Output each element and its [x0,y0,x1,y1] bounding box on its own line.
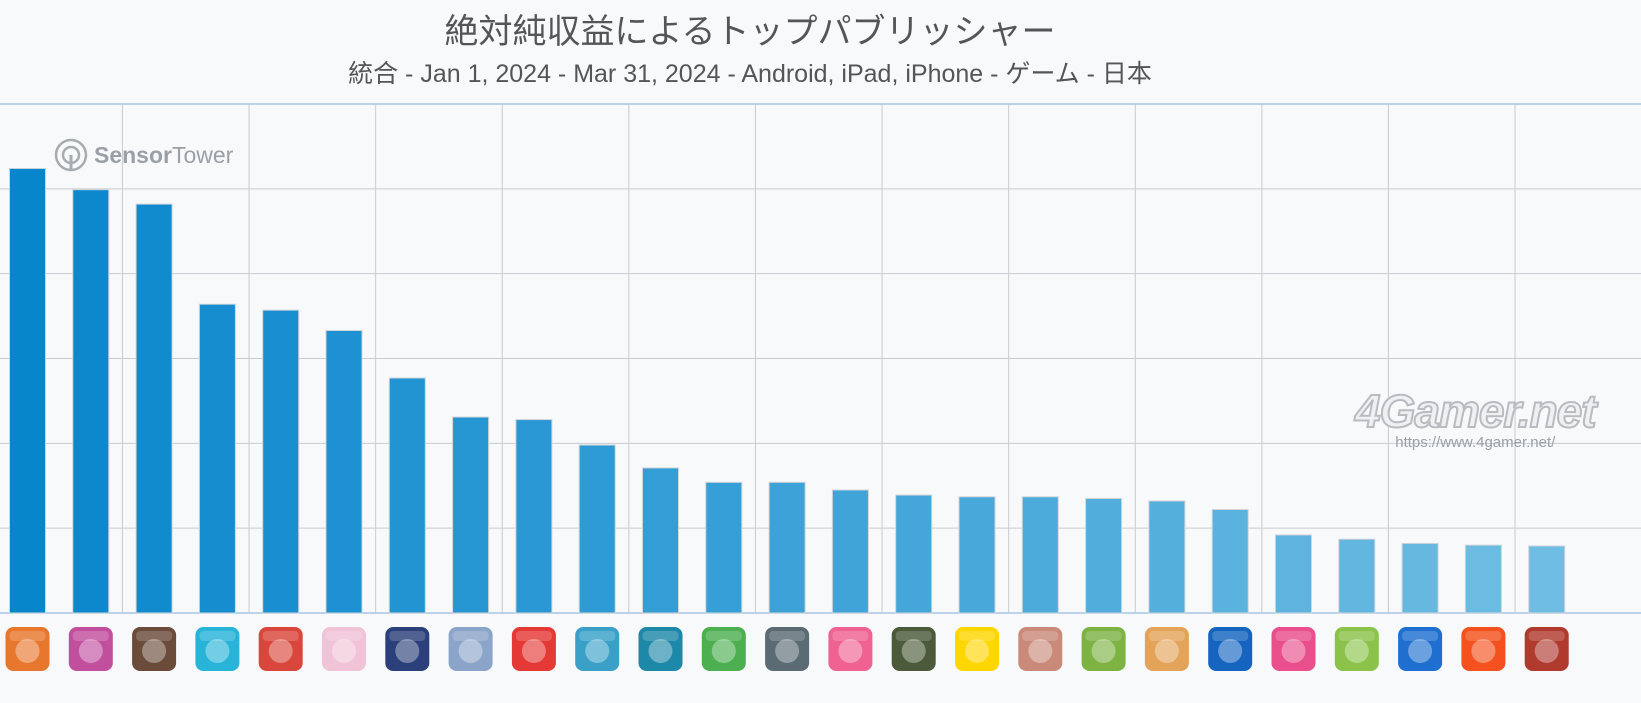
bar [705,481,743,614]
sensor-tower-watermark: SensorTower [54,138,233,172]
bar [262,309,300,614]
golf-icon [701,627,746,671]
dragon-ball-icon [5,627,50,671]
bar [198,303,236,614]
bar [1148,500,1186,614]
arcade-game-icon [955,627,999,671]
4gamer-url: https://www.4gamer.net/ [1395,434,1556,451]
red-character-icon [258,627,303,671]
bar [1401,542,1439,614]
bar [1528,545,1566,614]
bar [135,203,173,614]
4gamer-logo-text: 4Gamer.net [1354,384,1598,438]
line-character-icon [1081,627,1126,671]
fate-saber-icon [385,627,430,671]
puzzle-dragons-icon [575,627,620,671]
bar [1211,509,1249,614]
bar [958,496,996,614]
bar [1085,497,1123,614]
grid [0,103,1641,614]
king-character-icon [1208,627,1253,671]
pink-hair-girl-icon [1018,627,1063,671]
bar [9,167,46,614]
vocal-girl-icon [638,627,683,671]
bar [1275,534,1312,614]
soldier-icon [765,627,810,671]
bar [642,467,679,614]
bars [9,167,1566,614]
bar [1021,496,1059,614]
bar [72,189,110,614]
sensor-tower-bold: Sensor [94,141,172,168]
bar [515,419,553,614]
idol-girl-icon [1271,627,1316,671]
pokeball-icon [511,627,556,671]
bar [452,416,490,614]
blue-planet-icon [1398,627,1443,671]
bar [578,444,616,614]
sensor-tower-regular: Tower [171,141,234,168]
anime-girl-icon [322,627,366,671]
bar [325,330,363,614]
knight-icon [1524,627,1569,671]
bar [388,377,426,614]
sensor-tower-logo-icon [54,138,88,172]
bar [895,494,933,614]
chart-title: 絶対純収益によるトップパブリッシャー [444,12,1056,52]
chart-subtitle: 統合 - Jan 1, 2024 - Mar 31, 2024 - Androi… [348,60,1152,88]
4gamer-watermark: 4Gamer.net https://www.4gamer.net/ [1354,384,1598,451]
green-line-icon [1334,627,1379,671]
bar [831,489,869,614]
konami-icon [132,627,177,671]
dark-fantasy-icon [891,627,936,671]
bar [1338,538,1376,614]
monster-slime-icon [195,627,240,671]
hero-boy-icon [1144,627,1189,671]
blocks-puzzle-icon [828,627,873,671]
bar [1464,544,1502,614]
category-icons [5,627,1569,671]
blue-hair-girl-icon [448,627,493,671]
uma-musume-icon [68,627,113,671]
bar [768,481,806,614]
orange-dog-icon [1461,627,1506,671]
